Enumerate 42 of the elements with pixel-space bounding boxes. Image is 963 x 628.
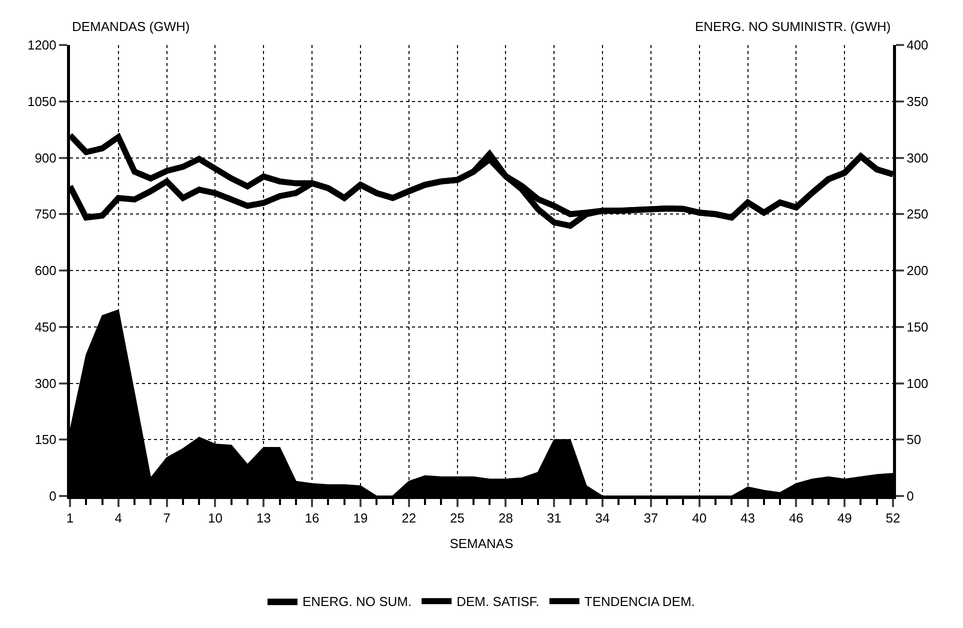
- y-tick-label: 0: [49, 488, 56, 504]
- y-tick-label: 450: [34, 319, 56, 334]
- x-tick-label: 13: [256, 510, 271, 526]
- x-tick-label: 28: [498, 510, 513, 526]
- legend-label: ENERG. NO SUM.: [302, 594, 412, 610]
- y2-tick-label: 400: [906, 38, 928, 53]
- y2-tick-label: 100: [906, 376, 928, 391]
- y-tick-label: 300: [34, 376, 56, 391]
- x-tick-label: 31: [546, 510, 562, 526]
- legend-label: TENDENCIA DEM.: [584, 594, 695, 610]
- x-axis-title: SEMANAS: [450, 536, 514, 552]
- y2-tick-label: 200: [906, 263, 928, 278]
- legend-label: DEM. SATISF.: [456, 594, 540, 610]
- x-tick-label: 22: [402, 510, 416, 526]
- y-axis-title: DEMANDAS (GWH): [72, 19, 190, 34]
- x-tick-label: 19: [353, 510, 368, 526]
- x-tick-label: 46: [788, 510, 804, 526]
- x-tick-label: 4: [114, 510, 122, 526]
- x-tick-label: 1: [66, 510, 74, 526]
- x-tick-label: 52: [886, 510, 900, 526]
- x-tick-label: 10: [208, 510, 222, 526]
- y-tick-label: 750: [34, 206, 56, 222]
- y-tick-label: 900: [34, 150, 56, 166]
- y2-tick-label: 250: [906, 206, 928, 222]
- y2-axis-title: ENERG. NO SUMINISTR. (GWH): [695, 19, 891, 34]
- y2-tick-label: 300: [906, 150, 928, 166]
- x-tick-label: 43: [740, 510, 755, 526]
- y2-tick-label: 350: [906, 94, 928, 109]
- y2-tick-label: 50: [906, 432, 922, 448]
- y-tick-label: 1050: [27, 94, 56, 109]
- x-tick-label: 25: [450, 510, 465, 526]
- y-tick-label: 150: [34, 432, 56, 448]
- y2-tick-label: 0: [906, 488, 914, 504]
- x-tick-label: 34: [595, 510, 610, 526]
- x-tick-label: 37: [644, 510, 658, 526]
- x-tick-label: 16: [304, 510, 320, 526]
- x-tick-label: 40: [692, 510, 707, 526]
- y-tick-label: 1200: [27, 38, 56, 53]
- y2-tick-label: 150: [906, 319, 928, 334]
- x-tick-label: 7: [163, 510, 170, 526]
- y-tick-label: 600: [34, 263, 56, 278]
- x-tick-label: 49: [837, 510, 852, 526]
